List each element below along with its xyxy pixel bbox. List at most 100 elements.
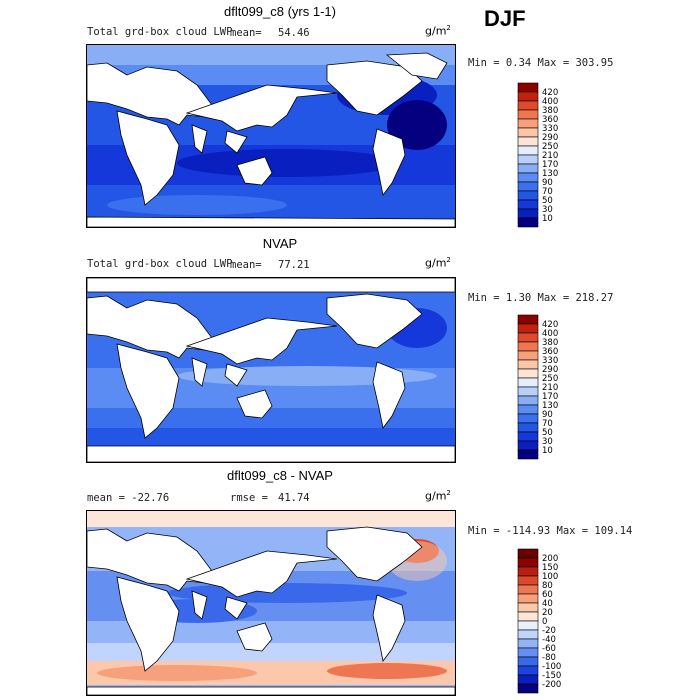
panel2-colorbar-label: 290 xyxy=(542,365,558,375)
panel2-colorbar-box xyxy=(517,377,539,388)
panel1-title: dflt099_c8 (yrs 1-1) xyxy=(224,4,336,19)
panel2-colorbar-label: 90 xyxy=(542,410,553,420)
panel1-colorbar-label: 50 xyxy=(542,196,553,206)
panel3-colorbar-box xyxy=(517,611,539,622)
panel2-colorbar-label: 10 xyxy=(542,446,553,456)
panel3-colorbar-svg: -200-150-100-80-60-40-200204060801001502… xyxy=(517,548,561,694)
panel3-colorbar-label: -150 xyxy=(542,671,561,681)
panel3-colorbar-label: -100 xyxy=(542,662,561,672)
panel2-colorbar-label: 70 xyxy=(542,419,553,429)
panel1-map xyxy=(86,44,456,228)
panel3-colorbar-box xyxy=(517,638,539,649)
panel3-colorbar-box xyxy=(517,647,539,658)
panel3-colorbar-box xyxy=(517,674,539,685)
panel1-variable-label: Total grd-box cloud LWP xyxy=(87,26,233,38)
panel2-colorbar-label: 420 xyxy=(542,320,558,330)
panel2-colorbar-box xyxy=(517,449,539,460)
panel2-colorbar-box xyxy=(517,359,539,370)
panel3-colorbar: -200 -150 -100 -80 -60 -40 -20 0 20 40 60 80 100 150 2… xyxy=(517,548,577,698)
panel1-colorbar-label: 70 xyxy=(542,187,553,197)
panel2-colorbar-label: 360 xyxy=(542,347,558,357)
panel3-units: g/m2 xyxy=(425,489,451,503)
panel2-map xyxy=(86,277,456,463)
panel2-colorbar-box xyxy=(517,350,539,361)
panel1-colorbar-box xyxy=(517,154,539,165)
panel1-mean-label: mean= xyxy=(230,27,262,39)
panel1-units: g/m2 xyxy=(425,24,451,38)
panel3-colorbar-box xyxy=(517,683,539,694)
panel2-colorbar-box xyxy=(517,413,539,424)
panel2-colorbar-box xyxy=(517,404,539,415)
panel3-colorbar-label: 40 xyxy=(542,599,553,609)
panel1-map-svg xyxy=(87,45,455,227)
panel3-colorbar-label: -40 xyxy=(542,635,556,645)
panel2-colorbar: 10 30 50 70 90 130 170 210 250 290 330 360 380 400 420 xyxy=(517,314,577,464)
panel1-colorbar: 10 30 50 70 90 130 170 210 250 290 330 360 380 400 420 xyxy=(517,82,577,232)
panel3-colorbar-label: -60 xyxy=(542,644,556,654)
panel1-colorbar-box xyxy=(517,208,539,219)
panel2-colorbar-label: 330 xyxy=(542,356,558,366)
panel1-colorbar-box xyxy=(517,91,539,102)
panel1-colorbar-label: 170 xyxy=(542,160,558,170)
panel3-colorbar-box xyxy=(517,566,539,577)
panel1-mean-value: 54.46 xyxy=(278,27,310,39)
panel1-colorbar-box xyxy=(517,190,539,201)
panel2-colorbar-box xyxy=(517,422,539,433)
panel1-colorbar-box xyxy=(517,163,539,174)
panel2-colorbar-box xyxy=(517,332,539,343)
panel2-colorbar-label: 130 xyxy=(542,401,558,411)
panel3-colorbar-box xyxy=(517,548,539,559)
panel1-minmax: Min = 0.34 Max = 303.95 xyxy=(468,57,614,69)
panel2-variable-label: Total grd-box cloud LWP xyxy=(87,258,233,270)
season-label: DJF xyxy=(484,6,526,31)
panel3-colorbar-label: -200 xyxy=(542,680,561,690)
panel3-colorbar-box xyxy=(517,575,539,586)
panel1-colorbar-label: 420 xyxy=(542,88,558,98)
panel3-colorbar-label: -80 xyxy=(542,653,556,663)
panel3-colorbar-box xyxy=(517,629,539,640)
panel3-colorbar-label: 80 xyxy=(542,581,553,591)
panel3-colorbar-label: 0 xyxy=(542,617,547,627)
panel3-colorbar-box xyxy=(517,656,539,667)
panel3-map-svg xyxy=(87,511,455,695)
panel1-colorbar-box xyxy=(517,145,539,156)
panel3-colorbar-label: 100 xyxy=(542,572,558,582)
panel3-title: dflt099_c8 - NVAP xyxy=(227,468,333,483)
panel2-colorbar-label: 50 xyxy=(542,428,553,438)
panel1-colorbar-box xyxy=(517,127,539,138)
panel1-colorbar-label: 30 xyxy=(542,205,553,215)
panel3-colorbar-label: 200 xyxy=(542,554,558,564)
panel1-colorbar-label: 250 xyxy=(542,142,558,152)
panel2-colorbar-box xyxy=(517,314,539,325)
panel2-mean-label: mean= xyxy=(230,259,262,271)
panel3-colorbar-box xyxy=(517,665,539,676)
panel1-colorbar-box xyxy=(517,109,539,120)
panel2-colorbar-label: 380 xyxy=(542,338,558,348)
panel3-colorbar-label: -20 xyxy=(542,626,556,636)
panel2-colorbar-box xyxy=(517,395,539,406)
panel2-colorbar-label: 400 xyxy=(542,329,558,339)
panel3-rmse-value: 41.74 xyxy=(278,492,310,504)
panel3-colorbar-box xyxy=(517,584,539,595)
panel1-colorbar-box xyxy=(517,136,539,147)
panel1-colorbar-box xyxy=(517,82,539,93)
panel1-colorbar-label: 90 xyxy=(542,178,553,188)
panel2-units: g/m2 xyxy=(425,256,451,270)
panel3-colorbar-label: 60 xyxy=(542,590,553,600)
panel2-title: NVAP xyxy=(262,236,298,251)
panel3-colorbar-box xyxy=(517,602,539,613)
panel2-colorbar-box xyxy=(517,386,539,397)
panel1-colorbar-box xyxy=(517,100,539,111)
panel2-colorbar-box xyxy=(517,368,539,379)
panel1-colorbar-label: 380 xyxy=(542,106,558,116)
panel2-colorbar-box xyxy=(517,341,539,352)
panel2-colorbar-label: 250 xyxy=(542,374,558,384)
panel2-minmax: Min = 1.30 Max = 218.27 xyxy=(468,292,614,304)
panel3-colorbar-label: 20 xyxy=(542,608,553,618)
panel3-colorbar-box xyxy=(517,593,539,604)
panel2-map-svg xyxy=(87,278,455,462)
panel1-colorbar-label: 360 xyxy=(542,115,558,125)
panel1-colorbar-label: 10 xyxy=(542,214,553,224)
panel1-colorbar-label: 400 xyxy=(542,97,558,107)
